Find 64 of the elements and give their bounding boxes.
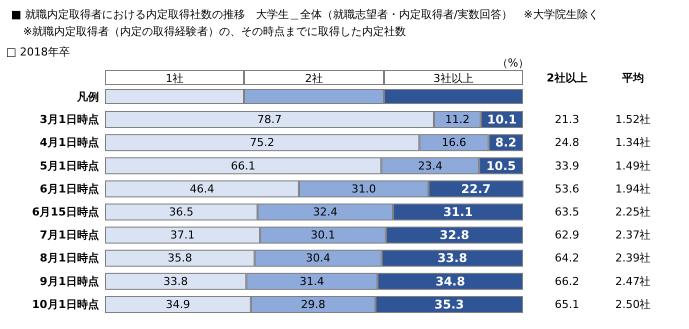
text: 2.47社: [615, 274, 651, 288]
text: 62.9: [554, 228, 580, 242]
data-label: 10.5: [486, 158, 516, 173]
text: 2.25社: [615, 206, 651, 218]
data-label: 33.8: [163, 274, 188, 288]
text: 24.8: [554, 136, 580, 150]
data-label: 16.6: [442, 136, 466, 150]
data-label: 31.4: [300, 274, 324, 288]
data-label: 37.1: [170, 228, 195, 242]
data-label: 30.1: [310, 228, 336, 242]
data-label: 78.7: [257, 113, 282, 126]
y-tick-label: 4月1日時点: [40, 136, 99, 150]
data-label: 35.8: [168, 252, 192, 265]
data-label: 34.8: [435, 274, 466, 288]
y-tick-label: 10月1日時点: [32, 298, 99, 311]
y-tick-label: 5月1日時点: [40, 159, 99, 172]
text: 1.34社: [615, 136, 651, 150]
data-label: 29.8: [300, 298, 326, 311]
text: 平均: [621, 72, 644, 84]
text: 1.52社: [615, 113, 651, 126]
data-label: 31.1: [443, 205, 473, 219]
data-label: 30.4: [306, 252, 330, 265]
text: 1.49社: [615, 159, 651, 172]
y-tick-label: 6月1日時点: [40, 182, 99, 196]
text: 53.6: [554, 182, 580, 196]
y-tick-label: 3月1日時点: [40, 113, 99, 126]
data-label: 32.4: [313, 206, 338, 218]
legend-title: 凡例: [76, 90, 99, 104]
text: 2.50社: [615, 298, 651, 311]
y-tick-label: 9月1日時点: [40, 274, 99, 288]
text: 2.37社: [615, 228, 651, 242]
chart-title: ■ 就職内定取得者における内定取得社数の推移 大学生＿全体（就職志望者・内定取得者/実数回答） ※大学院生除く: [11, 8, 599, 21]
data-label: 31.0: [351, 182, 376, 196]
y-tick-label: 7月1日時点: [40, 228, 99, 242]
x-axis-title: （%）: [496, 56, 530, 70]
text: 3社以上: [384, 70, 523, 85]
y-tick-label: 8月1日時点: [40, 252, 99, 265]
data-label: 66.1: [230, 159, 256, 172]
text: 2.39社: [615, 252, 651, 265]
data-label: 8.2: [495, 136, 516, 150]
data-label: 32.8: [440, 228, 470, 242]
data-label: 34.9: [166, 298, 190, 311]
data-label: 35.3: [434, 297, 464, 312]
text: 1.94社: [615, 182, 651, 196]
data-label: 33.8: [438, 251, 468, 266]
text: 21.3: [554, 113, 580, 126]
text: 1社: [105, 70, 244, 85]
data-label: 23.4: [418, 159, 442, 172]
text: 63.5: [554, 206, 580, 218]
text: 64.2: [554, 252, 580, 265]
text: 33.9: [554, 159, 580, 172]
text: 65.1: [554, 298, 580, 311]
data-label: 36.5: [169, 206, 194, 218]
data-label: 46.4: [190, 182, 214, 196]
y-tick-label: 6月15日時点: [32, 206, 99, 218]
data-label: 10.1: [487, 112, 517, 127]
text: □ 2018年卒: [6, 46, 70, 58]
text: 2社: [244, 70, 384, 85]
text: 66.2: [554, 274, 580, 288]
data-label: 11.2: [445, 113, 470, 126]
data-label: 75.2: [250, 136, 274, 150]
chart-subtitle: ※就職内定取得者（内定の取得経験者）の、その時点までに取得した内定社数: [23, 25, 406, 38]
data-label: 22.7: [461, 182, 491, 196]
text: 2社以上: [546, 72, 588, 84]
